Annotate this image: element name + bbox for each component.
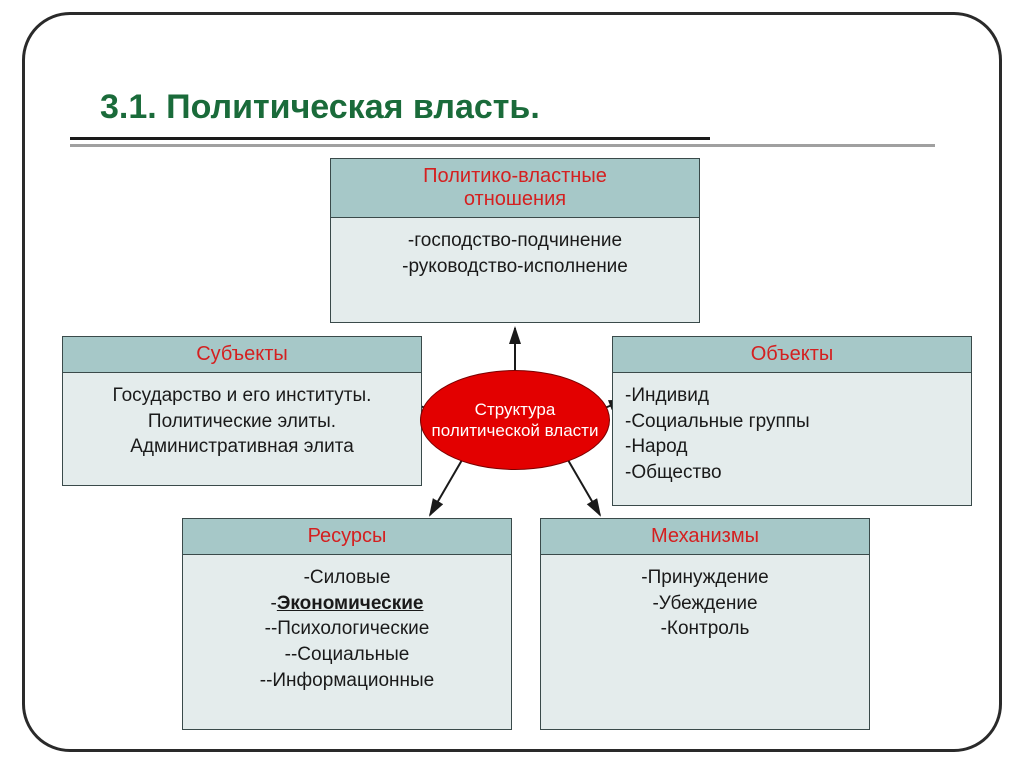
box-mechanisms-header: Механизмы xyxy=(541,519,869,555)
box-mechanisms: Механизмы -Принуждение-Убеждение-Контрол… xyxy=(540,518,870,730)
box-objects-body: -Индивид-Социальные группы-Народ-Обществ… xyxy=(613,373,971,496)
box-objects-header: Объекты xyxy=(613,337,971,373)
box-resources-header: Ресурсы xyxy=(183,519,511,555)
box-mechanisms-body: -Принуждение-Убеждение-Контроль xyxy=(541,555,869,652)
box-relations-body: -господство-подчинение-руководство-испол… xyxy=(331,218,699,289)
box-resources: Ресурсы -Силовые-Экономические--Психолог… xyxy=(182,518,512,730)
box-relations-header: Политико-властныеотношения xyxy=(331,159,699,218)
box-relations: Политико-властныеотношения -господство-п… xyxy=(330,158,700,323)
page-title: 3.1. Политическая власть. xyxy=(100,88,540,127)
center-ellipse-text: Структура политической власти xyxy=(427,399,603,442)
title-underline-accent xyxy=(70,137,710,140)
box-subjects: Субъекты Государство и его институты.Пол… xyxy=(62,336,422,486)
box-resources-body: -Силовые-Экономические--Психологические-… xyxy=(183,555,511,703)
center-ellipse: Структура политической власти xyxy=(420,370,610,470)
box-objects: Объекты -Индивид-Социальные группы-Народ… xyxy=(612,336,972,506)
box-subjects-body: Государство и его институты.Политические… xyxy=(63,373,421,470)
box-subjects-header: Субъекты xyxy=(63,337,421,373)
title-underline xyxy=(70,144,935,147)
